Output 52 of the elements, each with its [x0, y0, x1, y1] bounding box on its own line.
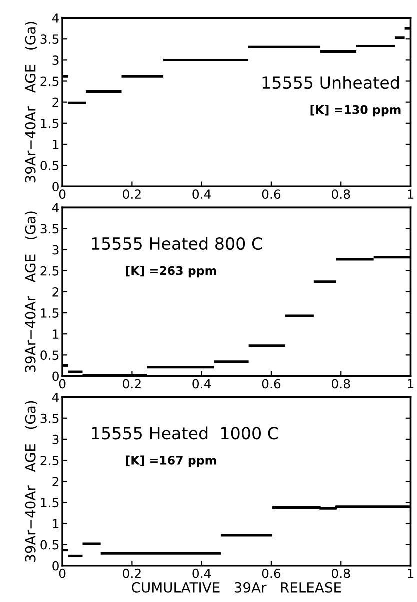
- y-tick-label: 0: [52, 561, 59, 571]
- y-tick-label: 3: [52, 56, 59, 66]
- x-axis-title: CUMULATIVE 39Ar RELEASE: [132, 582, 342, 593]
- text: 15555 Heated 800 C: [92, 237, 262, 250]
- y-tick-label: 2: [52, 477, 59, 486]
- x-tick-label: 0.8: [332, 568, 350, 578]
- y-tick-label: 3.5: [40, 224, 59, 234]
- x-tick-label: 0.2: [123, 379, 141, 389]
- x-tick-label: 0.6: [262, 190, 281, 200]
- x-tick-label: 0.6: [262, 379, 281, 389]
- y-axis-title: 39Ar−40Ar AGE (Ga): [25, 212, 38, 372]
- text: 15555 Heated 1000 C: [92, 426, 278, 440]
- y-tick-label: 0.5: [40, 161, 59, 170]
- y-tick-label: 3.5: [40, 414, 59, 424]
- y-tick-label: 1.5: [41, 498, 59, 508]
- y-tick-label: 4: [52, 14, 60, 23]
- y-tick-label: 4: [52, 392, 60, 402]
- text: [K] =263 ppm: [126, 266, 216, 278]
- x-tick-label: 0.4: [192, 379, 212, 389]
- y-tick-label: 2.5: [40, 456, 59, 466]
- x-tick-label: 1: [408, 190, 414, 199]
- y-tick-label: 1.5: [41, 119, 59, 128]
- y-tick-label: 3: [52, 434, 59, 444]
- y-axis-title: 39Ar−40Ar AGE (Ga): [25, 401, 38, 562]
- x-tick-label: 1: [408, 569, 414, 578]
- x-tick-label: 0.4: [192, 190, 212, 200]
- x-tick-label: 0.2: [123, 190, 141, 200]
- x-tick-label: 0.2: [123, 568, 141, 578]
- text: [K] =167 ppm: [126, 456, 216, 468]
- y-tick-label: 0: [52, 372, 59, 382]
- y-tick-label: 2.5: [40, 76, 59, 86]
- y-tick-label: 2.5: [40, 266, 59, 276]
- y-tick-label: 0.5: [40, 350, 59, 360]
- y-tick-label: 1: [53, 330, 59, 339]
- y-tick-label: 1: [53, 140, 59, 150]
- text: 15555 Unheated: [262, 76, 399, 90]
- y-tick-label: 1: [53, 519, 59, 528]
- y-tick-label: 0.5: [40, 540, 59, 550]
- y-tick-label: 2: [52, 98, 59, 108]
- x-tick-label: 0.6: [262, 568, 281, 578]
- y-tick-label: 3.5: [40, 34, 59, 44]
- y-tick-label: 0: [52, 182, 59, 192]
- text: [K] =130 ppm: [310, 105, 401, 117]
- y-tick-label: 1.5: [41, 308, 59, 318]
- y-tick-label: 3: [52, 245, 59, 255]
- y-tick-label: 4: [52, 203, 60, 212]
- x-tick-label: 0.8: [332, 379, 350, 389]
- y-tick-label: 2: [52, 287, 59, 297]
- y-axis-title: 39Ar−40Ar AGE (Ga): [25, 22, 38, 183]
- x-tick-label: 1: [408, 379, 414, 389]
- x-tick-label: 0.8: [332, 190, 350, 200]
- x-tick-label: 0.4: [192, 568, 212, 578]
